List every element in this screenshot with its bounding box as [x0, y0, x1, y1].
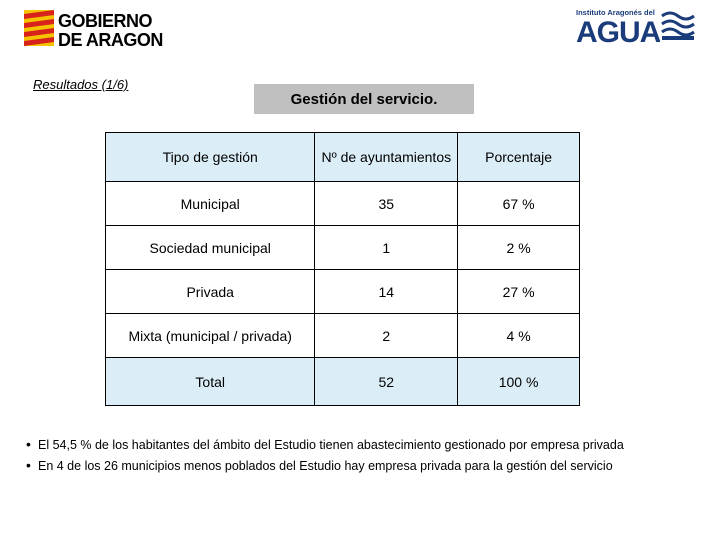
agua-logo-word: AGUA	[576, 16, 661, 49]
bullet-item: • El 54,5 % de los habitantes del ámbito …	[26, 436, 716, 452]
header-type: Tipo de gestión	[104, 132, 316, 182]
aragon-flag-icon	[24, 10, 54, 46]
table-row: Mixta (municipal / privada) 2 4 %	[104, 313, 580, 358]
bullet-text: El 54,5 % de los habitantes del ámbito d…	[38, 438, 624, 452]
cell-type: Mixta (municipal / privada)	[104, 313, 316, 358]
agua-logo-subtitle: Instituto Aragonés del	[576, 8, 655, 17]
logo-line-2: DE ARAGON	[58, 30, 163, 50]
header-percent: Porcentaje	[457, 132, 580, 182]
cell-type: Privada	[104, 269, 316, 314]
bullet-dot-icon: •	[26, 457, 31, 473]
waves-icon	[660, 8, 696, 44]
bullet-item: • En 4 de los 26 municipios menos poblado…	[26, 457, 716, 473]
gobierno-aragon-logo: GOBIERNO DE ARAGON	[24, 10, 174, 50]
cell-count: 35	[314, 181, 459, 226]
cell-count: 2	[314, 313, 459, 358]
cell-type: Sociedad municipal	[104, 225, 316, 270]
logo-line-1: GOBIERNO	[58, 11, 153, 31]
cell-percent: 27 %	[457, 269, 580, 314]
table-header-row: Tipo de gestión Nº de ayuntamientos Porc…	[104, 132, 580, 182]
bullet-dot-icon: •	[26, 436, 31, 452]
cell-percent: 67 %	[457, 181, 580, 226]
table-row: Privada 14 27 %	[104, 269, 580, 314]
cell-percent: 4 %	[457, 313, 580, 358]
table-total-row: Total 52 100 %	[104, 357, 580, 406]
cell-count: 14	[314, 269, 459, 314]
total-count: 52	[314, 357, 459, 406]
bullet-text: En 4 de los 26 municipios menos poblados…	[38, 459, 613, 473]
management-table: Tipo de gestión Nº de ayuntamientos Porc…	[104, 132, 580, 406]
total-percent: 100 %	[457, 357, 580, 406]
results-page-label: Resultados (1/6)	[33, 77, 129, 92]
table-row: Sociedad municipal 1 2 %	[104, 225, 580, 270]
bullet-list: • El 54,5 % de los habitantes del ámbito …	[26, 436, 716, 478]
cell-count: 1	[314, 225, 459, 270]
table-row: Municipal 35 67 %	[104, 181, 580, 226]
cell-type: Municipal	[104, 181, 316, 226]
slide-title: Gestión del servicio.	[254, 84, 474, 114]
instituto-agua-logo: Instituto Aragonés del AGUA	[574, 6, 698, 49]
cell-percent: 2 %	[457, 225, 580, 270]
header-count: Nº de ayuntamientos	[314, 132, 459, 182]
total-label: Total	[104, 357, 316, 406]
